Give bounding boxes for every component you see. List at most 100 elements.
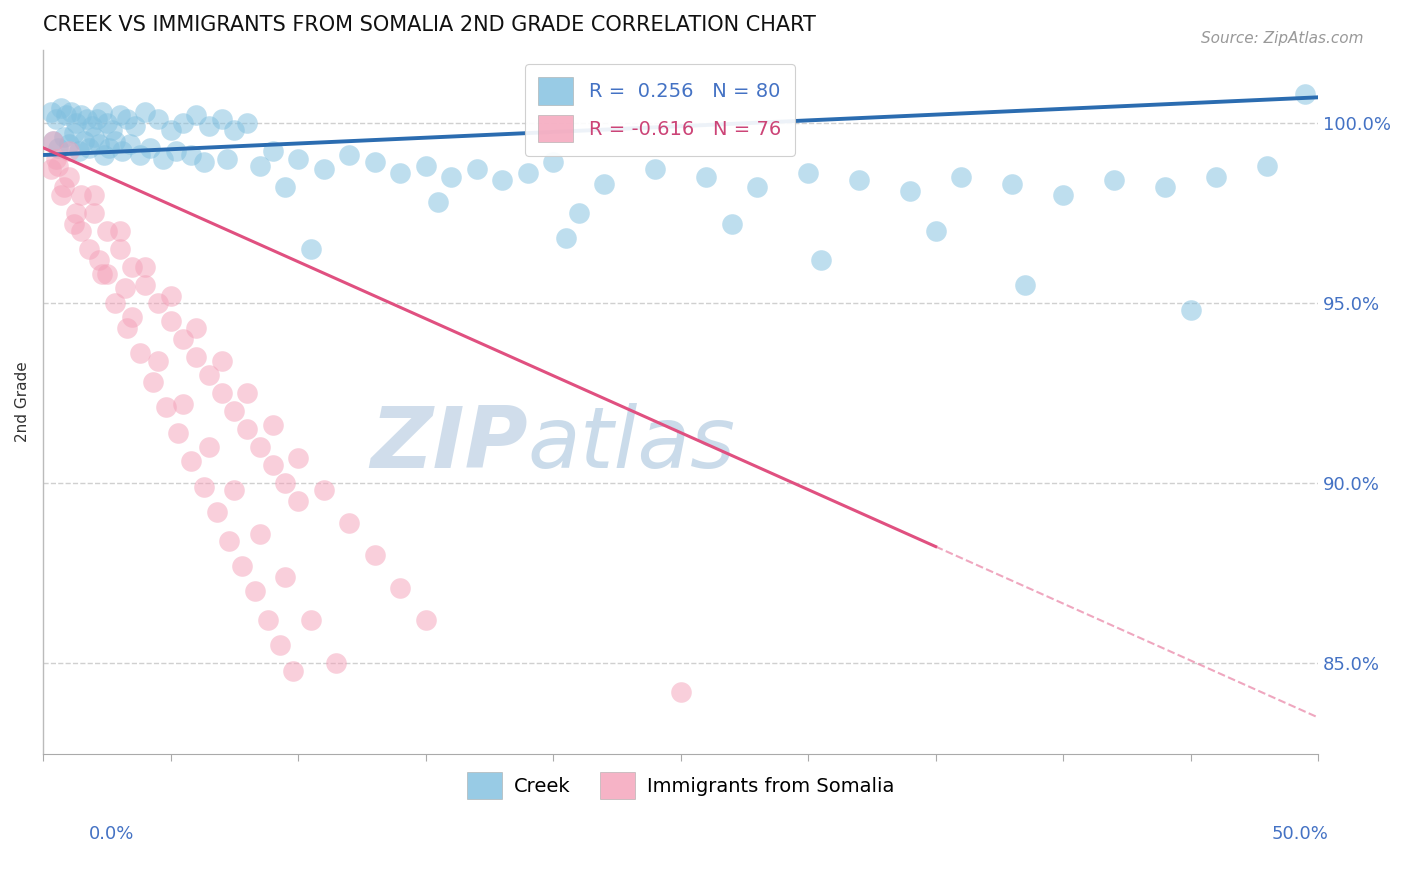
Point [108,108,131,122]
Point [45,152,67,166]
Point [568,205,591,219]
Point [211,353,233,368]
Point [193,480,215,494]
Point [90,267,112,281]
Point [205,505,228,519]
Point [121,310,143,325]
Point [49,101,72,115]
Point [848,173,870,187]
Point [593,177,616,191]
Point [96,267,118,281]
Point [215,152,238,166]
Point [39,162,62,177]
Point [83,205,105,219]
Point [236,422,259,436]
Point [211,386,233,401]
Point [491,173,513,187]
Point [1205,169,1227,184]
Point [312,162,335,177]
Point [720,217,742,231]
Point [146,353,169,368]
Point [58,169,80,184]
Point [644,162,666,177]
Point [218,533,240,548]
Point [142,375,165,389]
Point [114,281,136,295]
Point [60,104,83,119]
Point [427,194,450,209]
Point [86,112,108,126]
Point [950,169,973,184]
Point [77,141,100,155]
Point [62,127,84,141]
Point [172,397,194,411]
Point [152,152,174,166]
Text: atlas: atlas [527,402,735,485]
Point [198,440,221,454]
Point [262,145,284,159]
Point [124,119,146,133]
Point [49,187,72,202]
Point [98,141,121,155]
Point [42,134,65,148]
Point [48,159,70,173]
Point [325,657,347,671]
Point [262,458,284,472]
Point [389,581,412,595]
Point [117,321,139,335]
Point [39,104,62,119]
Point [180,148,202,162]
Point [249,526,271,541]
Point [924,224,946,238]
Point [159,314,181,328]
Point [70,224,93,238]
Point [73,134,96,148]
Point [1052,187,1074,202]
Point [139,141,162,155]
Point [90,104,112,119]
Point [274,180,297,194]
Point [389,166,412,180]
Text: 50.0%: 50.0% [1272,825,1329,843]
Point [55,108,77,122]
Point [134,104,156,119]
Point [48,141,70,155]
Point [211,112,233,126]
Point [67,145,90,159]
Point [186,350,208,364]
Point [312,483,335,498]
Text: Source: ZipAtlas.com: Source: ZipAtlas.com [1201,31,1364,46]
Point [117,112,139,126]
Point [134,260,156,274]
Point [1001,177,1024,191]
Point [104,134,127,148]
Point [159,122,181,136]
Point [42,134,65,148]
Point [1294,87,1316,101]
Point [363,155,385,169]
Point [363,548,385,562]
Point [111,145,134,159]
Point [165,145,187,159]
Point [77,242,100,256]
Point [516,166,538,180]
Point [1014,277,1036,292]
Point [159,288,181,302]
Point [101,122,124,136]
Point [541,155,564,169]
Point [695,169,717,184]
Point [415,159,437,173]
Point [236,115,259,129]
Point [810,252,832,267]
Point [747,180,769,194]
Point [93,148,115,162]
Point [83,187,105,202]
Point [70,108,93,122]
Point [186,321,208,335]
Text: ZIP: ZIP [370,402,527,485]
Point [198,119,221,133]
Point [108,242,131,256]
Point [193,155,215,169]
Point [146,296,169,310]
Point [1180,303,1202,318]
